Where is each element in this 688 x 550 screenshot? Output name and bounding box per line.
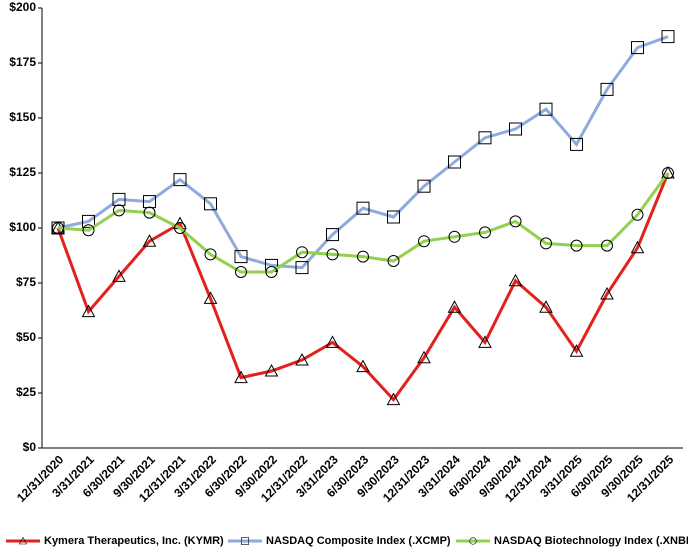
marker: [570, 137, 583, 151]
marker: [203, 291, 218, 304]
marker: [81, 304, 96, 318]
marker: [479, 226, 491, 239]
marker: [356, 201, 370, 215]
marker: [295, 261, 309, 275]
marker: [448, 155, 461, 169]
marker: [264, 363, 279, 377]
marker: [630, 240, 645, 254]
marker: [356, 359, 370, 373]
marker: [539, 102, 553, 116]
marker: [387, 210, 400, 224]
marker: [265, 266, 278, 278]
marker: [173, 173, 187, 187]
marker: [112, 269, 126, 282]
marker: [417, 179, 431, 193]
marker: [417, 350, 431, 364]
legend: Kymera Therapeutics, Inc. (KYMR) NASDAQ C…: [6, 535, 688, 547]
marker: [234, 250, 248, 264]
marker: [631, 208, 644, 221]
marker: [204, 197, 217, 211]
marker: [82, 214, 95, 228]
legend-label: NASDAQ Composite Index (.XCMP): [266, 535, 451, 547]
marker: [540, 237, 552, 250]
marker: [235, 266, 247, 278]
marker: [113, 204, 125, 217]
marker: [600, 82, 614, 96]
marker: [448, 230, 461, 243]
marker: [509, 215, 522, 228]
marker: [570, 239, 583, 252]
marker: [295, 352, 309, 366]
marker: [386, 392, 401, 406]
marker: [447, 300, 462, 313]
marker: [631, 41, 644, 55]
y-tick-label: $50: [16, 330, 36, 344]
marker: [82, 224, 95, 237]
y-tick-label: $100: [9, 220, 36, 234]
series: [51, 165, 675, 406]
marker: [539, 300, 553, 313]
marker: [601, 239, 613, 252]
series-line: [56, 172, 670, 402]
marker: [143, 206, 156, 219]
y-tick-label: $25: [16, 385, 36, 399]
marker: [326, 228, 339, 242]
marker: [661, 30, 675, 44]
marker: [241, 537, 249, 545]
marker: [508, 273, 523, 287]
marker: [509, 122, 522, 136]
marker: [204, 248, 217, 261]
y-tick-label: $175: [9, 55, 36, 69]
marker: [469, 537, 477, 545]
y-tick-label: $0: [23, 440, 37, 454]
marker: [569, 344, 584, 357]
marker: [357, 250, 369, 263]
series: [52, 167, 674, 278]
legend-label: Kymera Therapeutics, Inc. (KYMR): [44, 535, 224, 547]
marker: [325, 335, 340, 348]
series-line: [57, 35, 669, 270]
marker: [326, 248, 339, 261]
y-tick-label: $150: [9, 110, 36, 124]
marker: [234, 370, 248, 384]
marker: [387, 255, 400, 267]
marker: [478, 131, 492, 145]
marker: [478, 335, 492, 348]
marker: [142, 234, 157, 247]
marker: [296, 246, 308, 259]
y-tick-label: $200: [9, 0, 36, 14]
marker: [662, 167, 674, 179]
y-tick-label: $75: [16, 275, 36, 289]
marker: [418, 235, 430, 248]
marker: [600, 286, 614, 300]
marker: [174, 222, 186, 234]
legend-label: NASDAQ Biotechnology Index (.XNBI): [494, 535, 688, 547]
series-line: [57, 172, 670, 274]
marker: [18, 536, 28, 545]
marker: [52, 222, 64, 234]
y-tick-label: $125: [9, 165, 36, 179]
series: [51, 30, 675, 275]
